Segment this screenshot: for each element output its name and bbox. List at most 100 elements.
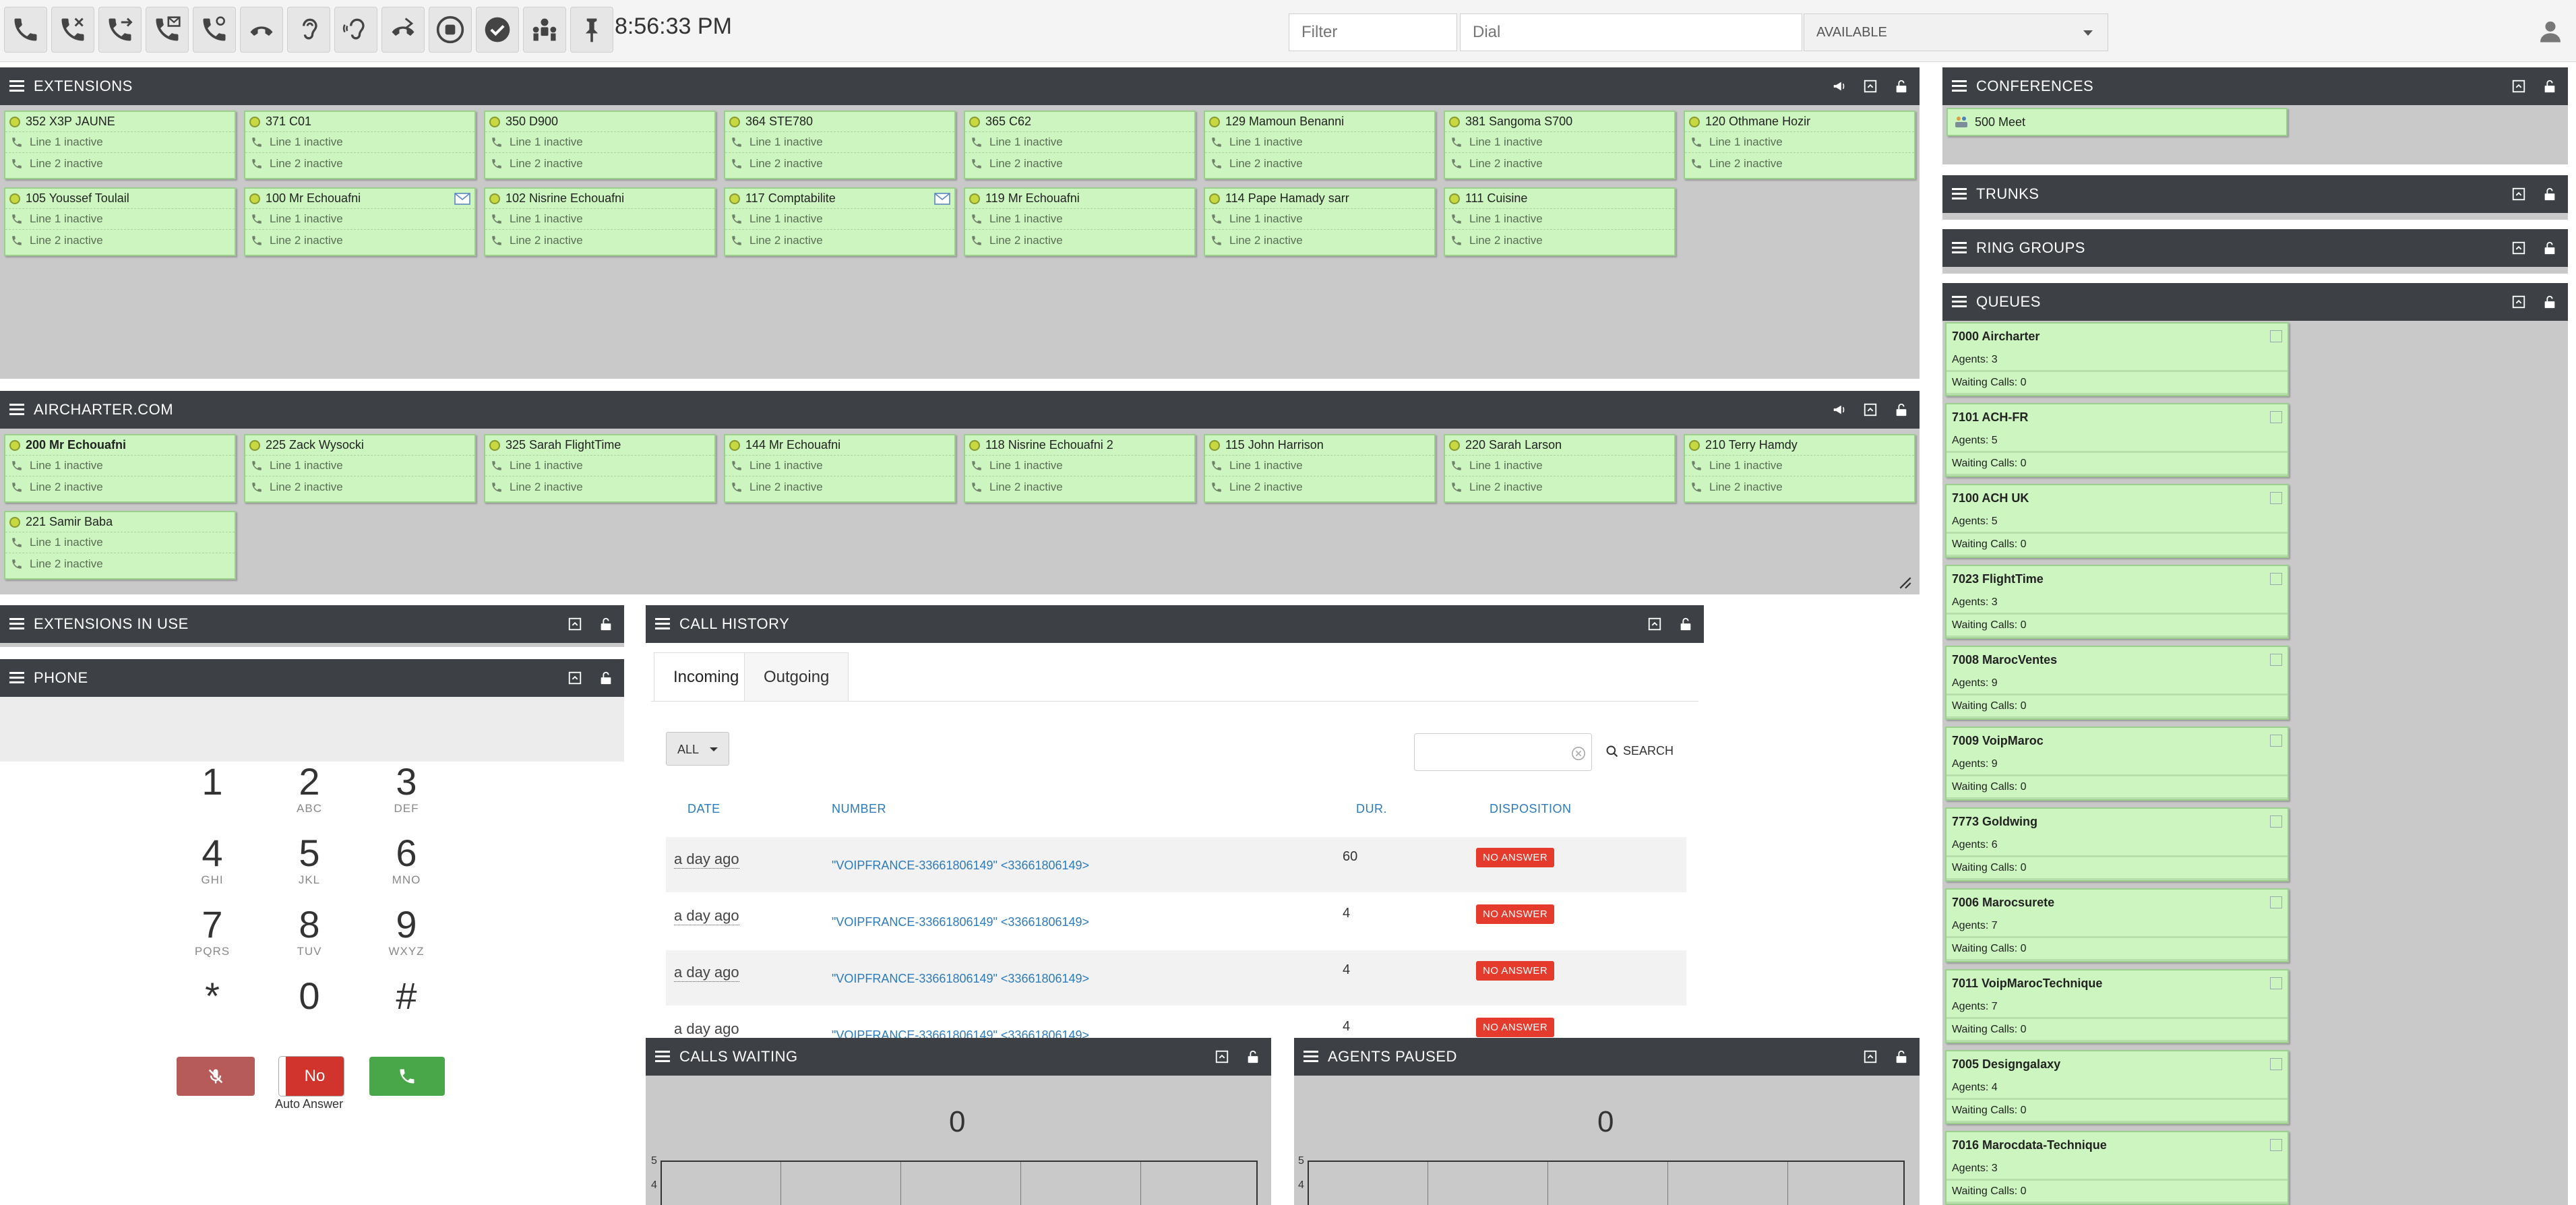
dial-button[interactable] xyxy=(4,7,47,53)
status-select[interactable]: AVAILABLE xyxy=(1804,13,2108,51)
collapse-icon[interactable] xyxy=(1647,617,1662,631)
extension-card[interactable]: 115 John Harrison Line 1 inactive Line 2 i… xyxy=(1204,434,1436,503)
search-button[interactable]: SEARCH xyxy=(1605,744,1674,758)
conference-button[interactable] xyxy=(193,7,236,53)
tab-outgoing[interactable]: Outgoing xyxy=(744,652,849,701)
extension-card[interactable]: 371 C01 Line 1 inactive Line 2 inactive xyxy=(244,111,476,179)
dial-key[interactable]: 5 JKL xyxy=(272,833,346,887)
ready-button[interactable] xyxy=(476,7,519,53)
menu-icon[interactable] xyxy=(1952,188,1967,200)
menu-icon[interactable] xyxy=(9,80,24,92)
extension-card[interactable]: 365 C62 Line 1 inactive Line 2 inactive xyxy=(964,111,1196,179)
extension-card[interactable]: 325 Sarah FlightTime Line 1 inactive Line … xyxy=(484,434,716,503)
column-number[interactable]: NUMBER xyxy=(832,802,887,815)
megaphone-icon[interactable] xyxy=(1832,402,1847,417)
call-number-link[interactable]: "VOIPFRANCE-33661806149" <33661806149> xyxy=(832,859,1090,872)
hangup-button[interactable] xyxy=(51,7,94,53)
extension-card[interactable]: 350 D900 Line 1 inactive Line 2 inactive xyxy=(484,111,716,179)
extension-card[interactable]: 119 Mr Echouafni Line 1 inactive Line 2 in… xyxy=(964,187,1196,256)
dial-key[interactable]: 4 GHI xyxy=(175,833,249,887)
call-history-search-input[interactable] xyxy=(1414,733,1592,771)
collapse-icon[interactable] xyxy=(2511,79,2526,94)
dial-key[interactable]: * xyxy=(175,976,249,1016)
menu-icon[interactable] xyxy=(9,404,24,416)
mute-button[interactable] xyxy=(177,1057,255,1096)
queue-agents-button[interactable] xyxy=(523,7,566,53)
queue-card[interactable]: 7009 VoipMaroc Agents: 9 Waiting Calls: 0 xyxy=(1945,727,2289,801)
pickup-button[interactable] xyxy=(240,7,283,53)
queue-card[interactable]: 7005 Designgalaxy Agents: 4 Waiting Calls:… xyxy=(1945,1050,2289,1124)
queue-card[interactable]: 7101 ACH-FR Agents: 5 Waiting Calls: 0 xyxy=(1945,403,2289,477)
call-number-link[interactable]: "VOIPFRANCE-33661806149" <33661806149> xyxy=(832,972,1090,985)
barge-button[interactable] xyxy=(381,7,425,53)
collapse-icon[interactable] xyxy=(2270,1058,2282,1070)
collapse-icon[interactable] xyxy=(1863,402,1878,417)
menu-icon[interactable] xyxy=(1952,242,1967,254)
extension-card[interactable]: 144 Mr Echouafni Line 1 inactive Line 2 in… xyxy=(724,434,956,503)
unlock-icon[interactable] xyxy=(599,671,613,685)
listen-button[interactable] xyxy=(287,7,330,53)
unlock-icon[interactable] xyxy=(2542,241,2557,255)
conference-card[interactable]: 500 Meet xyxy=(1946,108,2288,136)
queue-card[interactable]: 7006 Marocsurete Agents: 7 Waiting Calls: … xyxy=(1945,888,2289,962)
column-date[interactable]: DATE xyxy=(687,802,720,815)
unlock-icon[interactable] xyxy=(1246,1049,1260,1064)
collapse-icon[interactable] xyxy=(2511,295,2526,309)
extension-card[interactable]: 102 Nisrine Echouafni Line 1 inactive Line… xyxy=(484,187,716,256)
column-duration[interactable]: DUR. xyxy=(1356,802,1387,815)
collapse-icon[interactable] xyxy=(568,671,582,685)
pin-button[interactable] xyxy=(570,7,613,53)
collapse-icon[interactable] xyxy=(2270,573,2282,585)
unlock-icon[interactable] xyxy=(1894,402,1909,417)
collapse-icon[interactable] xyxy=(2270,735,2282,747)
collapse-icon[interactable] xyxy=(1215,1049,1229,1064)
transfer-button[interactable] xyxy=(98,7,142,53)
collapse-icon[interactable] xyxy=(2270,815,2282,828)
dial-key[interactable]: 2 ABC xyxy=(272,762,346,815)
queue-card[interactable]: 7773 Goldwing Agents: 6 Waiting Calls: 0 xyxy=(1945,807,2289,882)
collapse-icon[interactable] xyxy=(2511,241,2526,255)
menu-icon[interactable] xyxy=(1952,296,1967,308)
extension-card[interactable]: 117 Comptabilite Line 1 inactive Line 2 in… xyxy=(724,187,956,256)
filter-input[interactable] xyxy=(1289,13,1457,51)
unlock-icon[interactable] xyxy=(2542,79,2557,94)
voicemail-icon[interactable] xyxy=(934,193,950,205)
extension-card[interactable]: 129 Mamoun Benanni Line 1 inactive Line 2 … xyxy=(1204,111,1436,179)
collapse-icon[interactable] xyxy=(568,617,582,631)
menu-icon[interactable] xyxy=(9,618,24,630)
voicemail-icon[interactable] xyxy=(454,193,470,205)
voicemail-transfer-button[interactable] xyxy=(146,7,189,53)
unlock-icon[interactable] xyxy=(1894,79,1909,94)
collapse-icon[interactable] xyxy=(1863,79,1878,94)
megaphone-icon[interactable] xyxy=(1832,79,1847,94)
collapse-icon[interactable] xyxy=(2270,330,2282,342)
unlock-icon[interactable] xyxy=(1894,1049,1909,1064)
queue-card[interactable]: 7000 Aircharter Agents: 3 Waiting Calls: 0 xyxy=(1945,322,2289,396)
dial-key[interactable]: 7 PQRS xyxy=(175,904,249,958)
call-button[interactable] xyxy=(369,1057,445,1096)
resize-handle-icon[interactable] xyxy=(1898,576,1913,590)
queue-card[interactable]: 7023 FlightTime Agents: 3 Waiting Calls: 0 xyxy=(1945,565,2289,639)
collapse-icon[interactable] xyxy=(2270,654,2282,666)
collapse-icon[interactable] xyxy=(2270,977,2282,989)
menu-icon[interactable] xyxy=(655,618,670,630)
extension-card[interactable]: 225 Zack Wysocki Line 1 inactive Line 2 in… xyxy=(244,434,476,503)
extension-card[interactable]: 114 Pape Hamady sarr Line 1 inactive Line … xyxy=(1204,187,1436,256)
record-button[interactable] xyxy=(429,7,472,53)
extension-card[interactable]: 364 STE780 Line 1 inactive Line 2 inactive xyxy=(724,111,956,179)
unlock-icon[interactable] xyxy=(2542,295,2557,309)
queue-card[interactable]: 7016 Marocdata-Technique Agents: 3 Waiting… xyxy=(1945,1131,2289,1205)
queue-card[interactable]: 7100 ACH UK Agents: 5 Waiting Calls: 0 xyxy=(1945,484,2289,558)
dial-key[interactable]: 0 xyxy=(272,976,346,1016)
dial-key[interactable]: 6 MNO xyxy=(369,833,443,887)
menu-icon[interactable] xyxy=(9,672,24,684)
unlock-icon[interactable] xyxy=(2542,187,2557,202)
extension-card[interactable]: 100 Mr Echouafni Line 1 inactive Line 2 in… xyxy=(244,187,476,256)
collapse-icon[interactable] xyxy=(1863,1049,1878,1064)
auto-answer-toggle[interactable]: No xyxy=(279,1057,344,1096)
clear-icon[interactable] xyxy=(1571,746,1586,761)
dial-input[interactable] xyxy=(1460,13,1802,51)
dial-key[interactable]: 8 TUV xyxy=(272,904,346,958)
dial-key[interactable]: 9 WXYZ xyxy=(369,904,443,958)
extension-card[interactable]: 221 Samir Baba Line 1 inactive Line 2 inac… xyxy=(4,511,236,580)
